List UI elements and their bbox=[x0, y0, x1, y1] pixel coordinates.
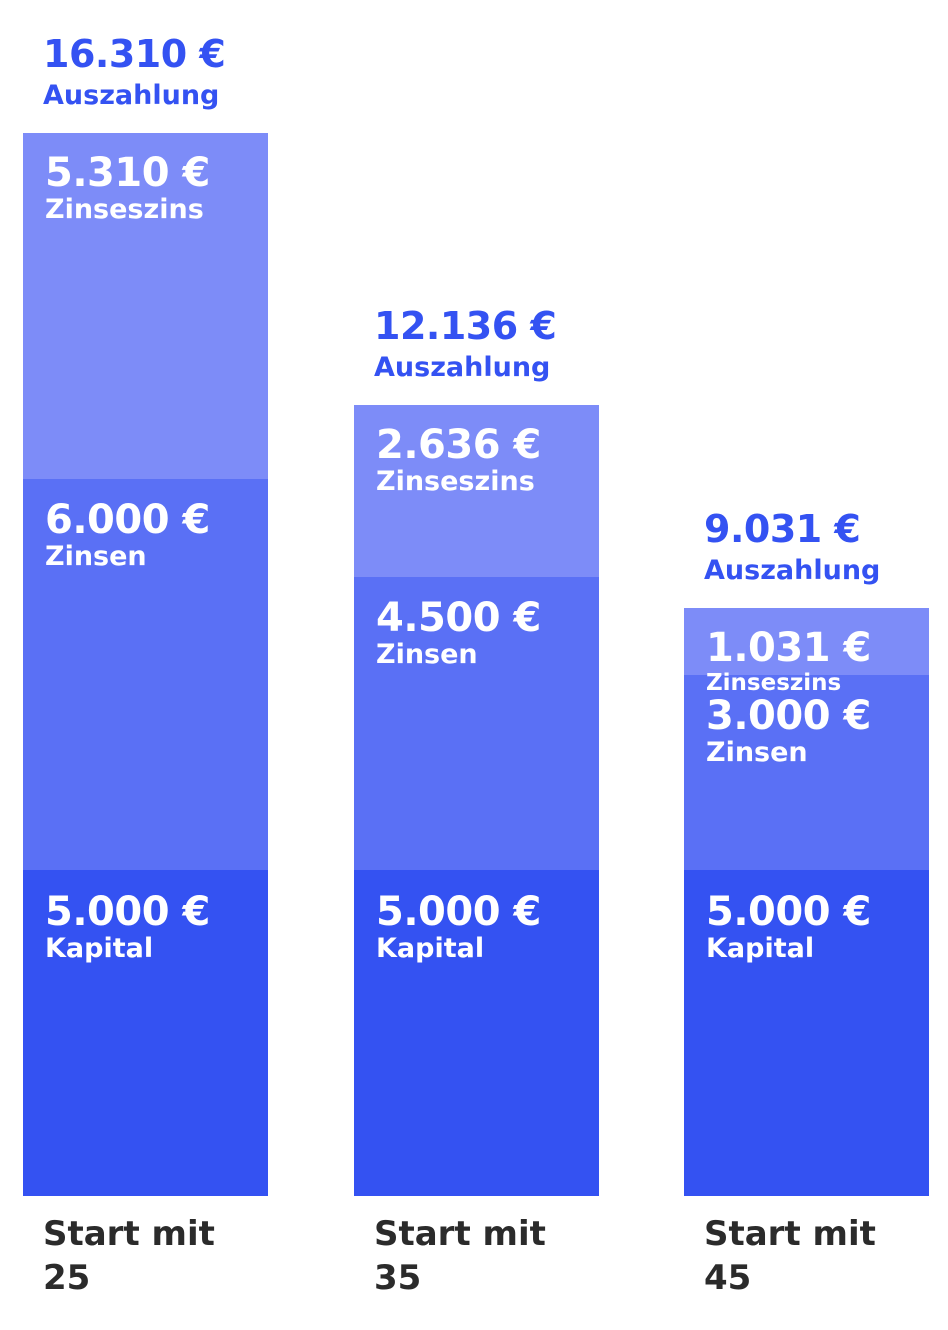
segment-value-label: 6.000 € bbox=[45, 497, 210, 544]
segment-series-label: Kapital bbox=[45, 933, 154, 965]
bar-segment-kapital: 5.000 € Kapital bbox=[684, 870, 929, 1196]
segment-value-label: 3.000 € bbox=[706, 692, 871, 739]
segment-value-label: 5.000 € bbox=[706, 889, 871, 936]
segment-series-label: Kapital bbox=[376, 933, 485, 965]
segment-value-label: 4.500 € bbox=[376, 595, 541, 642]
bar-segment-zinseszins: 1.031 € Zinseszins bbox=[684, 607, 929, 696]
segment-series-label: Zinseszins bbox=[45, 194, 204, 226]
segment-series-label: Zinseszins bbox=[706, 669, 842, 696]
bar-segment-kapital: 5.000 € Kapital bbox=[354, 870, 599, 1196]
segment-value-label: 5.000 € bbox=[45, 889, 210, 936]
total-series-label: Auszahlung bbox=[374, 352, 551, 384]
category-label: Start mit 25 bbox=[43, 1214, 215, 1298]
segment-series-label: Zinseszins bbox=[376, 466, 535, 498]
segment-series-label: Zinsen bbox=[376, 639, 478, 671]
total-value-label: 9.031 € bbox=[704, 506, 861, 551]
segment-series-label: Zinsen bbox=[706, 736, 808, 768]
bar-segment-kapital: 5.000 € Kapital bbox=[23, 870, 268, 1196]
bar-segment-zinseszins: 2.636 € Zinseszins bbox=[354, 405, 599, 578]
total-value-label: 12.136 € bbox=[374, 304, 557, 349]
total-series-label: Auszahlung bbox=[704, 554, 881, 586]
segment-value-label: 5.310 € bbox=[45, 150, 210, 197]
segment-series-label: Zinsen bbox=[45, 541, 147, 573]
bar-segment-zinseszins: 5.310 € Zinseszins bbox=[23, 133, 268, 480]
segment-value-label: 2.636 € bbox=[376, 422, 541, 469]
bar-segment-zinsen: 4.500 € Zinsen bbox=[354, 577, 599, 871]
category-label: Start mit 45 bbox=[704, 1214, 876, 1298]
category-label: Start mit 35 bbox=[374, 1214, 546, 1298]
segment-series-label: Kapital bbox=[706, 933, 815, 965]
bar-segment-zinsen: 6.000 € Zinsen bbox=[23, 479, 268, 871]
segment-value-label: 5.000 € bbox=[376, 889, 541, 936]
total-series-label: Auszahlung bbox=[43, 80, 220, 112]
segment-value-label: 1.031 € bbox=[706, 624, 871, 671]
total-value-label: 16.310 € bbox=[43, 32, 226, 77]
bar-segment-zinsen: 3.000 € Zinsen bbox=[684, 674, 929, 871]
